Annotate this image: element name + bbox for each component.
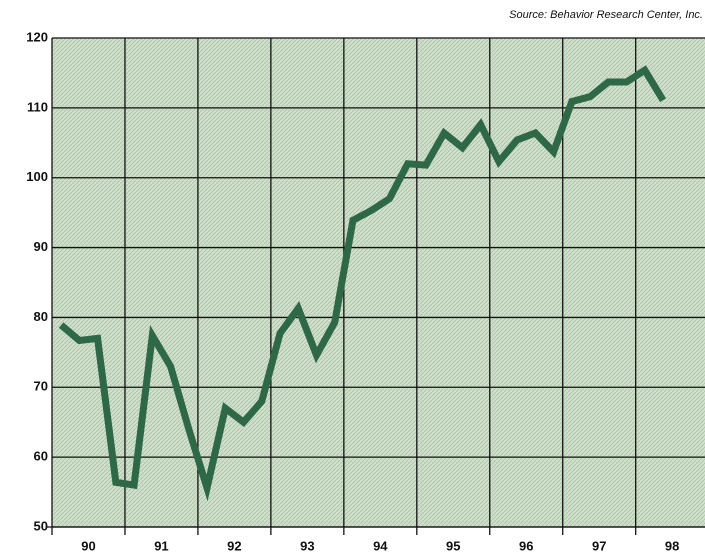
y-tick-label: 90: [34, 239, 48, 254]
y-tick-label: 120: [26, 29, 48, 44]
x-tick-label: 91: [154, 538, 168, 553]
y-tick-label: 60: [34, 449, 48, 464]
x-tick-label: 97: [592, 538, 606, 553]
y-tick-label: 70: [34, 379, 48, 394]
x-tick-label: 98: [665, 538, 679, 553]
x-tick-label: 93: [300, 538, 314, 553]
x-tick-label: 94: [373, 538, 388, 553]
y-tick-label: 80: [34, 309, 48, 324]
line: [58, 65, 667, 502]
x-tick-label: 90: [81, 538, 95, 553]
source: Source: Behavior Research Center, Inc.: [509, 9, 703, 21]
y-tick-label: 100: [26, 169, 48, 184]
x-tick-label: 96: [519, 538, 533, 553]
x-tick-label: 92: [227, 538, 241, 553]
x-tick-label: 95: [446, 538, 460, 553]
y-tick-label: 50: [34, 518, 48, 533]
y-tick-label: 110: [27, 99, 48, 114]
plot-area: [52, 38, 705, 527]
